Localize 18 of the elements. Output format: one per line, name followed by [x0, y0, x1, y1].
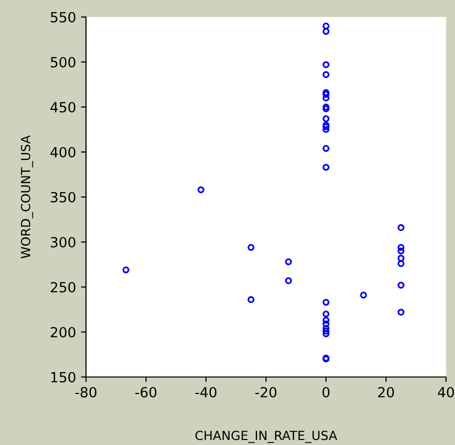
y-tick-label: 400 — [50, 146, 76, 158]
x-axis-title: CHANGE_IN_RATE_USA — [195, 430, 338, 443]
x-tick-label: -80 — [75, 386, 96, 398]
y-tick-label: 500 — [50, 56, 76, 68]
y-tick-label: 150 — [51, 372, 76, 382]
y-tick-label: 350 — [50, 192, 76, 202]
y-tick-label: 450 — [50, 102, 76, 112]
x-tick-label: -20 — [255, 386, 276, 398]
x-tick-label: 0 — [322, 386, 330, 398]
y-tick-label: 300 — [50, 236, 76, 248]
y-axis-title: WORD_COUNT_USA — [20, 135, 34, 258]
x-tick-label: 20 — [378, 386, 394, 398]
x-tick-label: -40 — [195, 386, 216, 398]
x-tick-label: -60 — [135, 386, 156, 398]
y-tick-label: 250 — [50, 282, 76, 292]
y-tick-label: 550 — [50, 12, 76, 22]
x-tick-label: 40 — [438, 386, 454, 398]
y-tick-label: 200 — [50, 326, 76, 338]
